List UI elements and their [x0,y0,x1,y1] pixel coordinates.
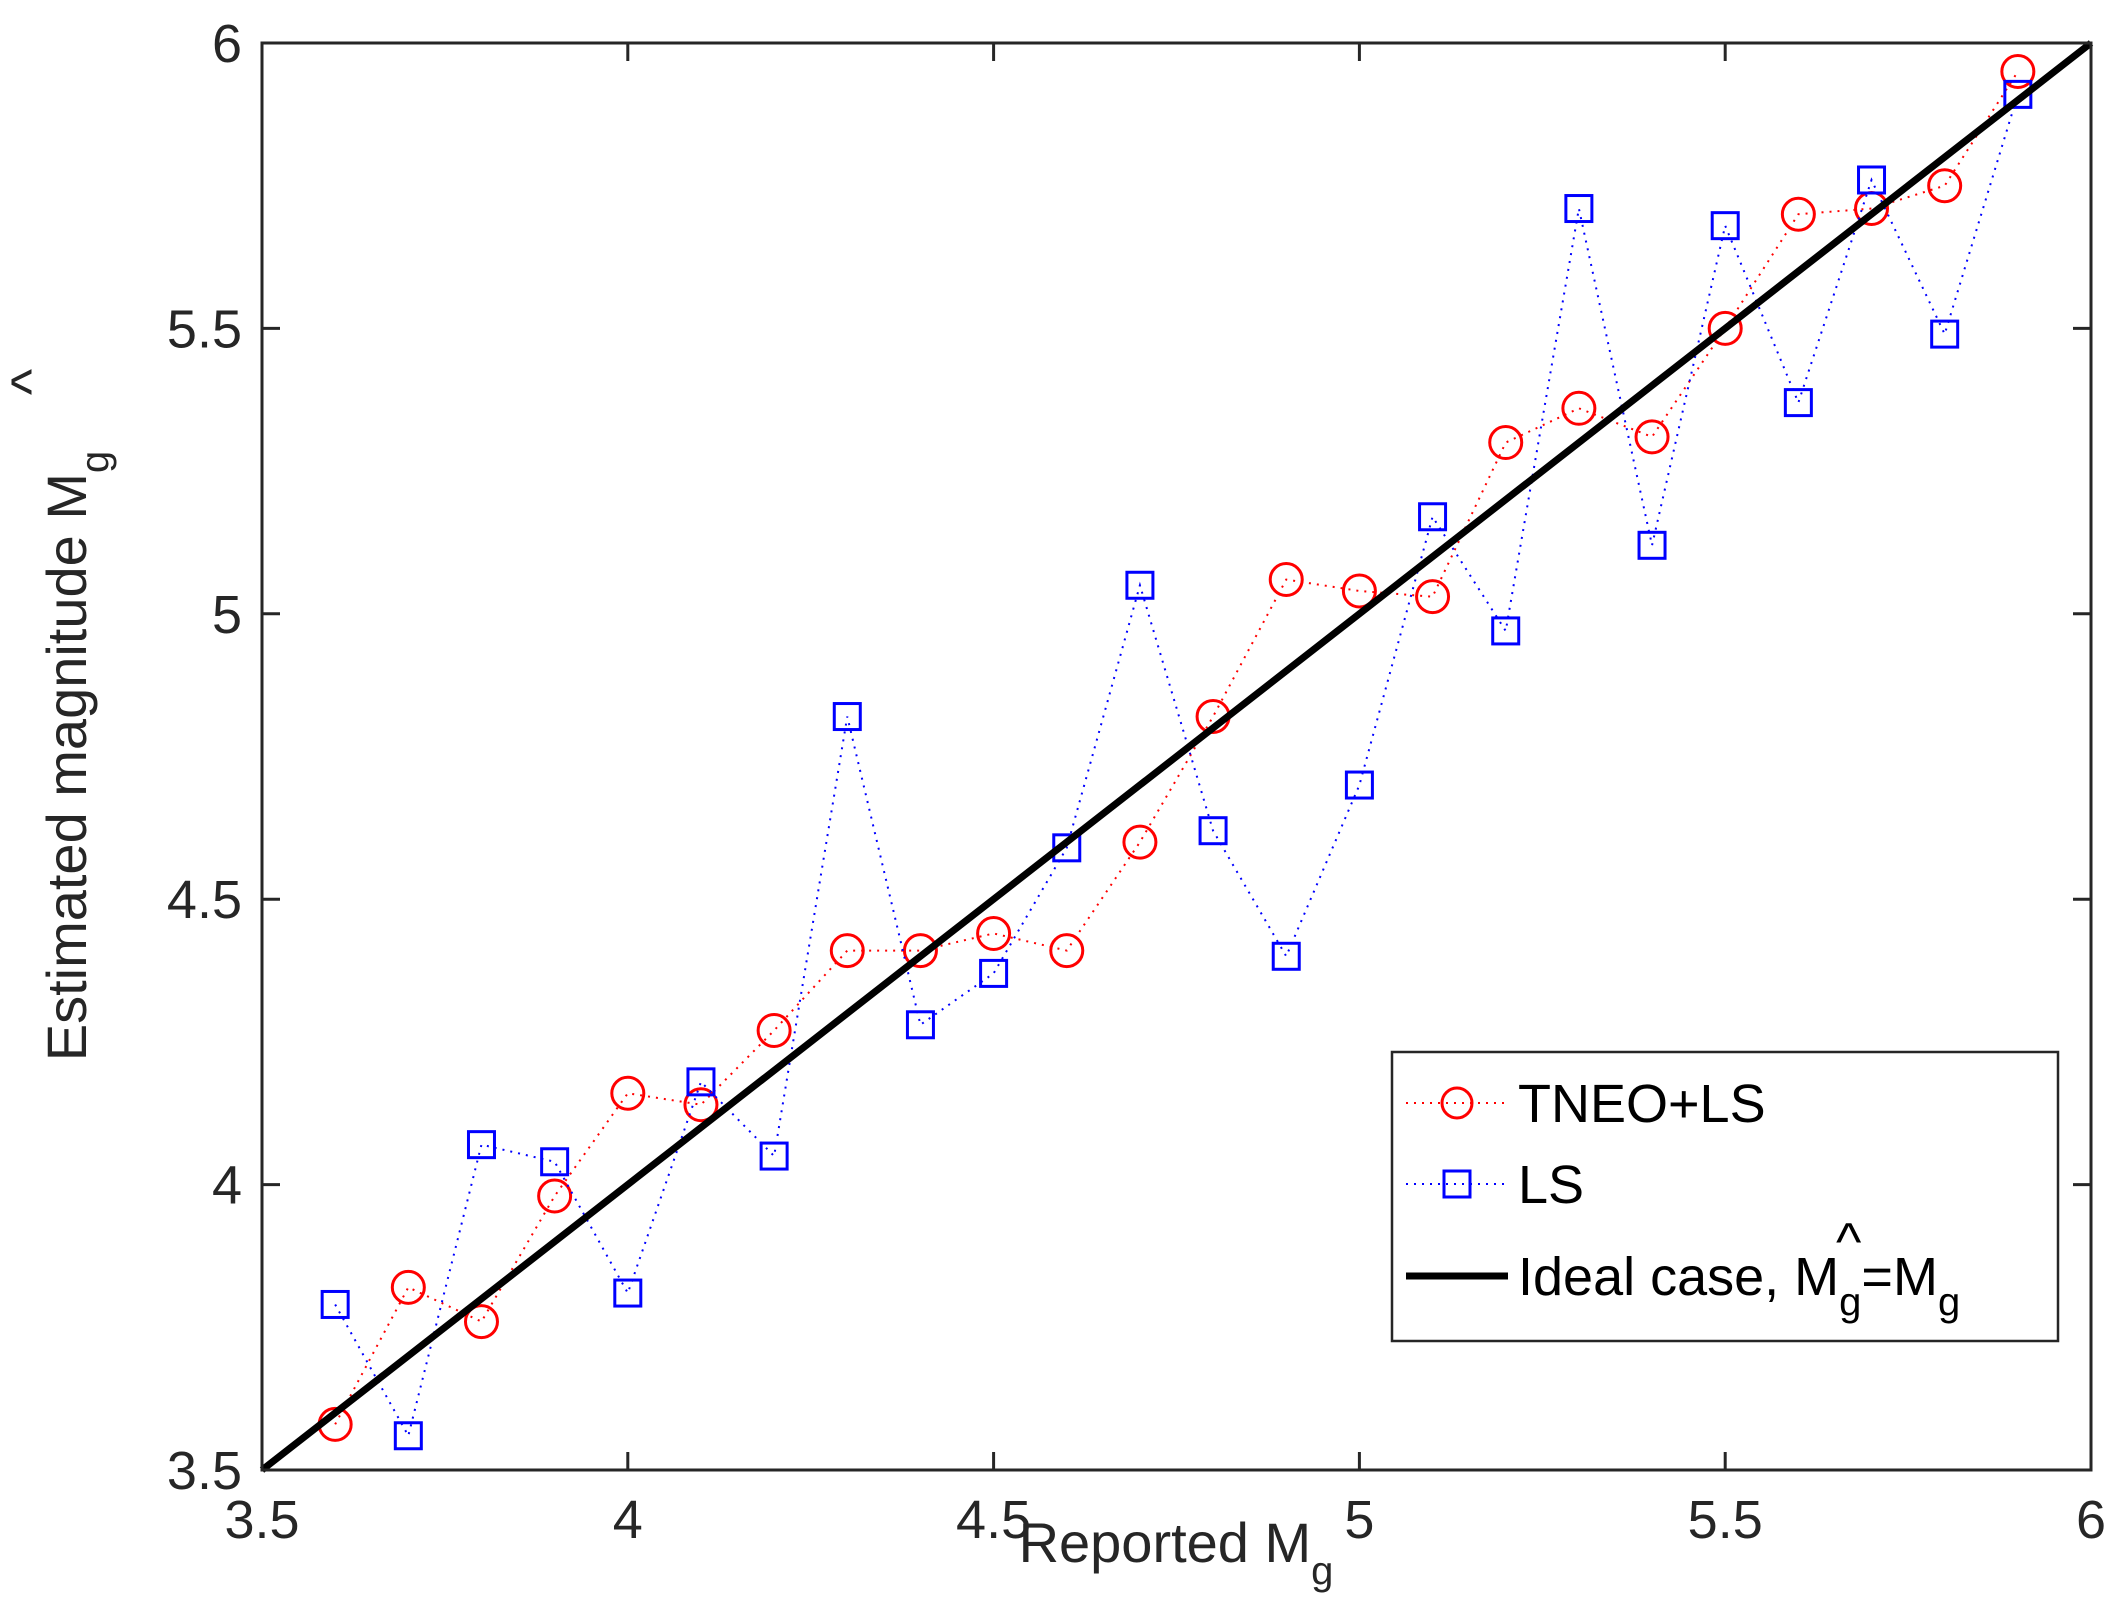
ls-point [1344,770,1374,800]
legend-entry-ls: LS [1406,1155,1584,1215]
ls-point [832,702,862,732]
series-line-ls [334,94,2019,1439]
tneo-ls-point [2000,54,2036,90]
ls-point [393,1421,423,1451]
ls-point [1930,319,1960,349]
plot-axes-box [260,41,2093,1472]
tneo-ls-point [1707,310,1743,346]
legend-ideal-sub2: g [1938,1280,1960,1324]
tneo-ls-point [1488,425,1524,461]
ls-point [686,1067,716,1097]
tneo-ls-point [829,933,865,969]
legend-entry-tneo-ls: TNEO+LS [1406,1074,1766,1134]
tneo-ls-point [537,1178,573,1214]
ls-point [540,1147,570,1177]
svg-text:Estimated magnitude Mg: Estimated magnitude Mg [35,451,117,1062]
ls-point [979,958,1009,988]
ls-point [1271,941,1301,971]
tneo-ls-point [1415,579,1451,615]
y-axis-label-subscript: g [73,451,117,473]
ls-point [1564,194,1594,224]
tneo-ls-point [610,1075,646,1111]
tneo-ls-point [1341,573,1377,609]
y-tick-label: 6 [212,14,242,74]
tneo-ls-point [463,1304,499,1340]
x-axis-label-main: Reported M [1019,1511,1312,1574]
legend-box [1390,1050,2060,1343]
ls-point [1637,530,1667,560]
x-tick-label: 4 [613,1490,643,1550]
legend-ls-label: LS [1518,1155,1584,1215]
y-axis-label-main: Estimated magnitude M [35,473,98,1061]
y-tick-label: 5.5 [167,299,242,359]
y-axis-label: Estimated magnitude Mg ^ [0,369,117,1061]
ls-point [1491,616,1521,646]
tneo-ls-point [1780,196,1816,232]
tneo-ls-point [1634,419,1670,455]
tneo-ls-point [1561,390,1597,426]
ticks-layer: 3.5 4 4.5 5 5.5 6 3.5 4 4.5 5 5.5 6 [167,14,2106,1550]
tneo-ls-point [1927,168,1963,204]
ls-point [613,1278,643,1308]
legend-ideal-label: Ideal case, Mg=Mg [1518,1247,1960,1324]
ls-point [1710,211,1740,241]
ls-point [1418,502,1448,532]
x-tick-label: 4.5 [956,1490,1031,1550]
y-tick-label: 5 [212,585,242,645]
ls-point [320,1289,350,1319]
legend-ideal-m1: M [1794,1247,1839,1307]
ls-point [905,1010,935,1040]
x-tick-label: 5.5 [1688,1490,1763,1550]
y-axis-label-hat: ^ [0,369,62,395]
series-layer [259,40,2094,1473]
tneo-ls-point [683,1087,719,1123]
tneo-ls-point [902,933,938,969]
legend: TNEO+LS LS Ideal case, Mg=Mg ^ [1390,1050,2060,1343]
x-tick-label: 5 [1344,1490,1374,1550]
ideal-case-line [259,40,2094,1473]
tneo-ls-point [976,915,1012,951]
y-tick-label: 3.5 [167,1441,242,1501]
y-tick-label: 4 [212,1156,242,1216]
y-tick-label: 4.5 [167,870,242,930]
ls-point [759,1141,789,1171]
x-axis-label: Reported Mg [1019,1511,1334,1593]
ls-point [1857,165,1887,195]
x-tick-label: 3.5 [224,1490,299,1550]
x-tick-label: 6 [2076,1490,2106,1550]
ls-point [1125,570,1155,600]
x-axis-label-subscript: g [1311,1549,1333,1593]
ls-point [1198,816,1228,846]
legend-tneo-label: TNEO+LS [1518,1074,1766,1134]
tneo-ls-point [756,1012,792,1048]
legend-entry-ideal: Ideal case, Mg=Mg ^ [1406,1212,1960,1324]
ls-point [466,1130,496,1160]
legend-ls-square-marker [1442,1169,1472,1199]
tneo-ls-point [1122,824,1158,860]
legend-ideal-sub1: g [1839,1280,1861,1324]
tneo-ls-point [1049,933,1085,969]
legend-ideal-hat: ^ [1836,1212,1862,1272]
tneo-ls-point [1268,562,1304,598]
legend-ideal-prefix: Ideal case, [1518,1247,1794,1307]
legend-ideal-eq: =M [1861,1247,1938,1307]
tneo-ls-point [390,1269,426,1305]
ls-point [1783,388,1813,418]
legend-tneo-circle-marker [1440,1086,1474,1120]
